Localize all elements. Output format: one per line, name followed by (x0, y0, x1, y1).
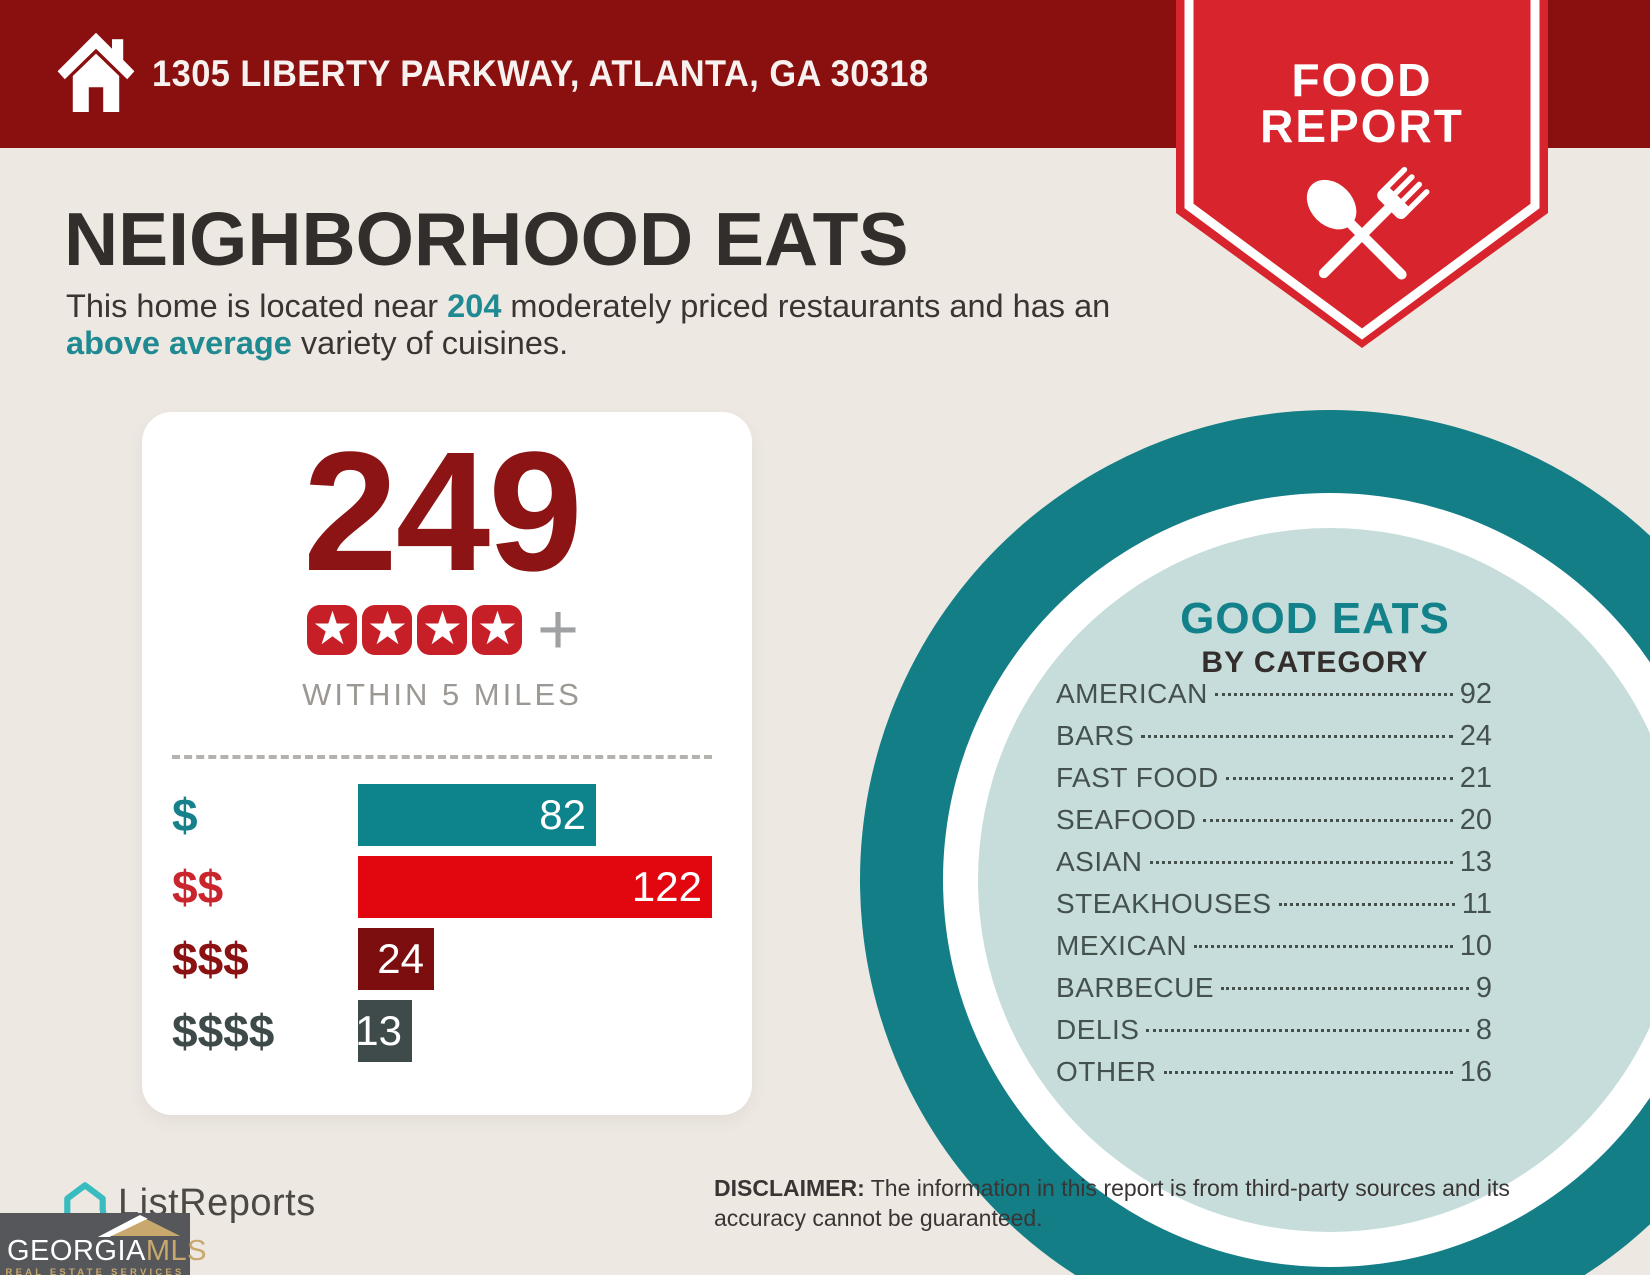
star-rating: ★ ★ ★ ★ + (172, 590, 712, 671)
category-label: SEAFOOD (1056, 804, 1197, 835)
georgia-mls-logo: GEORGIAMLS REAL ESTATE SERVICES (0, 1213, 206, 1275)
dashed-divider (172, 755, 712, 759)
price-bar: 24 (358, 928, 434, 990)
price-tier-label: $$ (172, 861, 224, 913)
price-bar-row: $$$ 24 (172, 928, 712, 990)
category-row: STEAKHOUSES 11 (1056, 888, 1492, 930)
bar-track: 24 (358, 928, 712, 990)
within-miles-label: WITHIN 5 MILES (302, 677, 582, 713)
price-bar-value: 24 (377, 935, 424, 982)
dotted-leader (1149, 861, 1453, 864)
price-bar-value: 13 (355, 1007, 402, 1054)
price-bar-row: $$ 122 (172, 856, 712, 918)
category-value: 24 (1459, 720, 1492, 752)
ribbon-line2: REPORT (1260, 100, 1464, 152)
price-tier-label: $ (172, 789, 198, 841)
category-label: BARS (1056, 720, 1135, 751)
category-label: STEAKHOUSES (1056, 888, 1272, 919)
bar-track: 13 (355, 1000, 712, 1062)
disclaimer-line1: The information in this report is from t… (864, 1175, 1510, 1201)
category-row: OTHER 16 (1056, 1056, 1492, 1098)
price-bar: 82 (358, 784, 596, 846)
restaurant-count: 204 (447, 288, 502, 324)
page-subtitle: This home is located near 204 moderately… (66, 288, 1151, 362)
food-report-ribbon: FOOD REPORT (1176, 0, 1548, 348)
good-eats-circle-fill (978, 528, 1650, 1232)
dotted-leader (1214, 693, 1453, 696)
category-value: 13 (1459, 846, 1492, 878)
category-label: ASIAN (1056, 846, 1143, 877)
plus-sign: + (536, 590, 580, 671)
roof-icon (97, 1214, 181, 1237)
dotted-leader (1203, 819, 1453, 822)
page-title: NEIGHBORHOOD EATS (64, 197, 909, 281)
category-value: 16 (1459, 1056, 1492, 1088)
property-address: 1305 LIBERTY PARKWAY, ATLANTA, GA 30318 (152, 53, 929, 94)
star-icon: ★ (307, 605, 358, 656)
category-value: 10 (1459, 930, 1492, 962)
category-row: ASIAN 13 (1056, 846, 1492, 888)
star-icon: ★ (472, 605, 523, 656)
good-eats-title: GOOD EATS (1180, 594, 1450, 643)
subtitle-text: moderately priced restaurants and has an (501, 288, 1111, 324)
home-icon (57, 32, 135, 112)
category-label: AMERICAN (1056, 678, 1208, 709)
category-label: DELIS (1056, 1014, 1140, 1045)
disclaimer-label: DISCLAIMER: (714, 1175, 865, 1201)
category-row: SEAFOOD 20 (1056, 804, 1492, 846)
dotted-leader (1163, 1071, 1453, 1074)
variety-highlight: above average (66, 325, 292, 361)
category-row: BARBECUE 9 (1056, 972, 1492, 1014)
price-bar-value: 122 (631, 863, 702, 910)
price-bar-value: 82 (539, 791, 586, 838)
dotted-leader (1225, 777, 1453, 780)
category-row: DELIS 8 (1056, 1014, 1492, 1056)
georgia-mls-name: GEORGIAMLS (7, 1235, 207, 1268)
price-bar-row: $82 (172, 784, 712, 846)
category-value: 9 (1475, 972, 1492, 1004)
price-bar-row: $$$$ 13 (172, 1000, 712, 1062)
category-value: 20 (1459, 804, 1492, 836)
category-row: AMERICAN 92 (1056, 678, 1492, 720)
dotted-leader (1278, 903, 1455, 906)
category-row: FAST FOOD 21 (1056, 762, 1492, 804)
subtitle-text: This home is located near (66, 288, 448, 324)
dotted-leader (1194, 945, 1453, 948)
crossed-spoon-fork-icon (1306, 166, 1430, 280)
dotted-leader (1221, 987, 1469, 990)
good-eats-subtitle: BY CATEGORY (1201, 646, 1429, 679)
restaurant-stats-card: 249 ★ ★ ★ ★ + WITHIN 5 MILES $82 $$ 122 $$$ 24 $$… (142, 412, 752, 1115)
category-value: 92 (1459, 678, 1492, 710)
category-label: FAST FOOD (1056, 762, 1219, 793)
category-row: BARS 24 (1056, 720, 1492, 762)
star-icon: ★ (417, 605, 468, 656)
category-value: 11 (1461, 888, 1492, 920)
price-bar: 122 (358, 856, 712, 918)
subtitle-text: variety of cuisines. (291, 325, 569, 361)
restaurant-total-count: 249 (303, 417, 583, 607)
category-row: MEXICAN 10 (1056, 930, 1492, 972)
price-bars: $82 $$ 122 $$$ 24 $$$$ 13 (172, 784, 712, 1072)
bar-track: 122 (358, 856, 712, 918)
disclaimer-line2: accuracy cannot be guaranteed. (714, 1205, 1043, 1231)
star-icon: ★ (362, 605, 413, 656)
georgia-mls-tagline: REAL ESTATE SERVICES (5, 1267, 185, 1275)
disclaimer: DISCLAIMER: The information in this repo… (714, 1173, 1594, 1233)
category-label: MEXICAN (1056, 930, 1188, 961)
price-tier-label: $$$$ (172, 1005, 275, 1057)
georgia-mls-primary: GEORGIA (7, 1235, 146, 1267)
ribbon-line1: FOOD (1292, 54, 1433, 106)
category-label: BARBECUE (1056, 972, 1215, 1003)
category-value: 8 (1475, 1014, 1492, 1046)
category-value: 21 (1459, 762, 1492, 794)
dotted-leader (1146, 1029, 1469, 1032)
price-tier-label: $$$ (172, 933, 249, 985)
georgia-mls-accent: MLS (145, 1235, 207, 1267)
category-label: OTHER (1056, 1056, 1157, 1087)
category-list: AMERICAN 92 BARS 24 FAST FOOD 21 SEAFOOD 20 ASIA… (1056, 678, 1492, 1098)
price-bar: 13 (355, 1000, 412, 1062)
bar-track: 82 (358, 784, 712, 846)
dotted-leader (1141, 735, 1453, 738)
